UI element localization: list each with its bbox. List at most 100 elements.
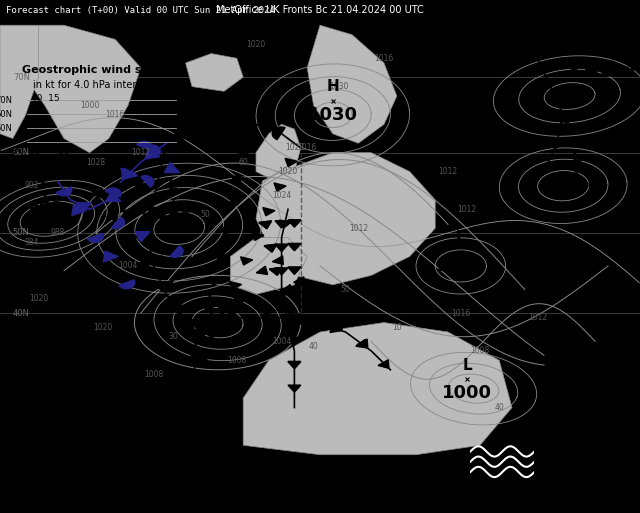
Polygon shape [232,295,243,304]
Text: 1003: 1003 [436,257,486,275]
Polygon shape [264,304,276,313]
Polygon shape [218,306,230,314]
Polygon shape [275,221,288,228]
Text: 70N: 70N [0,96,12,105]
Text: 1012: 1012 [458,205,477,214]
Polygon shape [145,148,160,159]
Text: L: L [456,230,466,245]
Text: 1000: 1000 [80,101,99,110]
Polygon shape [135,232,150,242]
Polygon shape [330,324,341,332]
Text: 50: 50 [200,209,210,219]
Text: 1000: 1000 [442,384,492,402]
Text: 60: 60 [238,157,248,167]
Polygon shape [269,267,282,275]
Polygon shape [275,221,288,228]
Polygon shape [274,183,286,191]
Polygon shape [357,339,368,347]
Polygon shape [540,165,552,173]
Text: 60N: 60N [13,148,30,157]
Polygon shape [133,233,145,241]
Polygon shape [145,145,160,155]
Polygon shape [229,313,239,323]
Polygon shape [88,233,103,242]
Polygon shape [536,65,548,73]
Text: 1016: 1016 [106,110,125,120]
Polygon shape [186,53,243,91]
Text: 1016: 1016 [451,309,470,318]
Text: MetOffice UK Fronts Вс 21.04.2024 00 UTC: MetOffice UK Fronts Вс 21.04.2024 00 UTC [216,5,424,15]
Polygon shape [0,25,38,139]
Polygon shape [288,314,301,322]
Polygon shape [331,321,342,329]
Polygon shape [156,282,168,290]
Text: 1000: 1000 [551,176,601,195]
Text: 1004: 1004 [118,262,138,270]
Text: 50: 50 [340,285,351,294]
Polygon shape [75,166,86,174]
Polygon shape [264,244,276,252]
Text: 988: 988 [51,228,65,238]
Text: 1030: 1030 [330,82,349,91]
Polygon shape [229,282,241,290]
Polygon shape [524,41,536,49]
Polygon shape [76,203,92,213]
Polygon shape [288,220,301,227]
Text: L: L [462,358,472,372]
Polygon shape [563,90,575,97]
Polygon shape [288,291,301,298]
Text: Forecast chart (T+00) Valid 00 UTC Sun 21 Apr 2024: Forecast chart (T+00) Valid 00 UTC Sun 2… [6,6,275,15]
Polygon shape [269,267,282,275]
Polygon shape [56,187,72,196]
Polygon shape [126,155,139,163]
Text: 1008: 1008 [227,356,246,365]
Polygon shape [551,141,563,149]
Text: 80  25      10: 80 25 10 [12,147,70,155]
Polygon shape [256,266,268,274]
Text: 50N: 50N [0,124,12,133]
Text: 40: 40 [308,342,319,351]
Polygon shape [172,305,184,313]
Polygon shape [157,155,170,163]
Polygon shape [256,153,435,285]
Polygon shape [279,220,292,228]
Polygon shape [150,256,162,264]
Polygon shape [121,168,136,179]
Text: 40  15: 40 15 [31,94,59,103]
Polygon shape [131,181,143,189]
Polygon shape [288,314,301,322]
Polygon shape [288,362,301,369]
Polygon shape [252,232,264,241]
Polygon shape [237,150,250,158]
Polygon shape [294,277,305,285]
Text: 1020: 1020 [93,323,112,332]
Text: 1011: 1011 [589,64,639,82]
Polygon shape [229,313,239,323]
Polygon shape [378,360,389,368]
Text: 1024: 1024 [272,191,291,200]
Polygon shape [174,405,186,413]
Polygon shape [124,168,138,179]
Polygon shape [336,318,347,327]
Polygon shape [563,116,575,124]
Text: 993: 993 [154,205,191,223]
Text: H: H [326,79,339,94]
Polygon shape [307,25,397,143]
Polygon shape [356,340,367,348]
Polygon shape [306,303,317,311]
Polygon shape [547,90,559,98]
Polygon shape [285,159,297,167]
Polygon shape [154,282,165,290]
Polygon shape [100,159,112,167]
Polygon shape [106,188,121,197]
Polygon shape [26,25,141,153]
Polygon shape [280,314,292,322]
Text: 1020: 1020 [29,294,48,304]
Polygon shape [157,155,170,163]
Polygon shape [151,181,163,189]
Polygon shape [585,67,597,75]
Text: 10: 10 [392,323,402,332]
Text: 1004: 1004 [272,337,291,346]
Text: Geostrophic wind scale: Geostrophic wind scale [22,65,167,75]
Polygon shape [275,268,288,275]
